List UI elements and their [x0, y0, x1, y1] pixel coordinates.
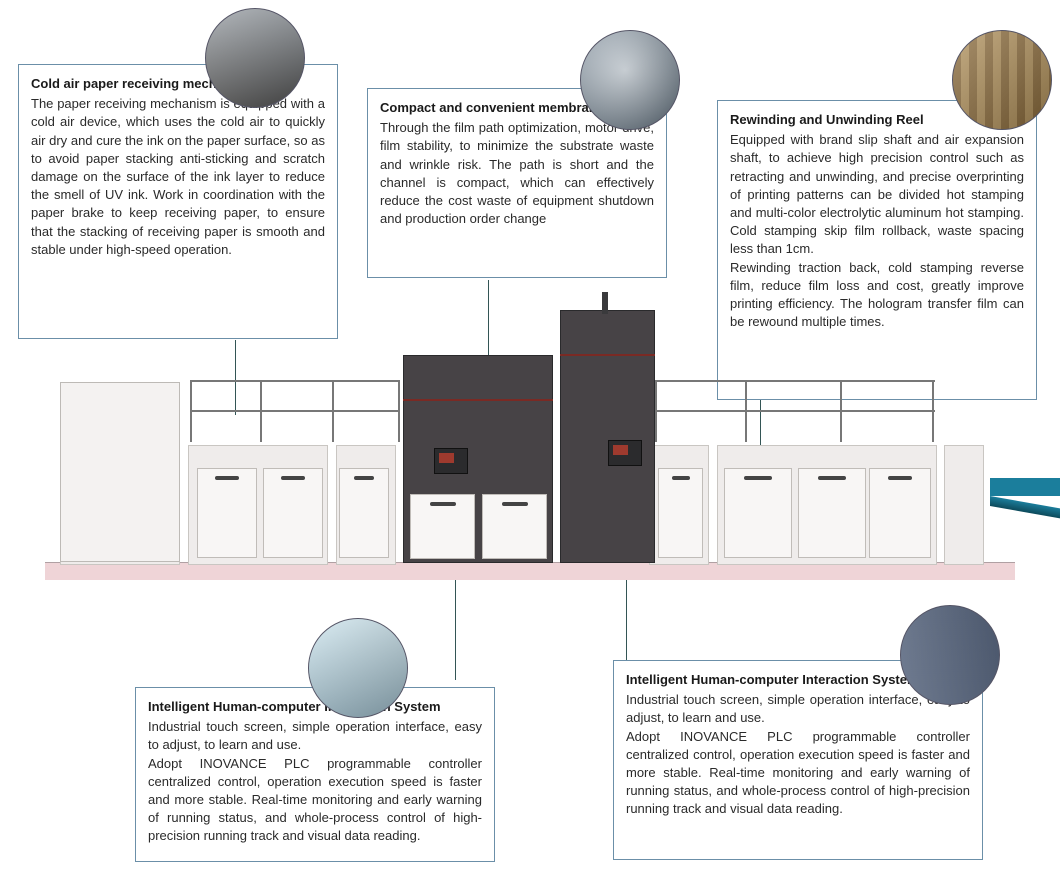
thumb-hmi-left-icon	[308, 618, 408, 718]
callout-body: Industrial touch screen, simple operatio…	[626, 691, 970, 818]
thumb-hmi-right-icon	[900, 605, 1000, 705]
callout-body: Through the film path optimization, moto…	[380, 119, 654, 228]
callout-body: Industrial touch screen, simple operatio…	[148, 718, 482, 845]
thumb-membrane-icon	[580, 30, 680, 130]
callout-rewinding-reel: Rewinding and Unwinding Reel Equipped wi…	[717, 100, 1037, 400]
callout-body: The paper receiving mechanism is equippe…	[31, 95, 325, 259]
thumb-reel-icon	[952, 30, 1052, 130]
thumb-cold-air-icon	[205, 8, 305, 108]
callout-body: Equipped with brand slip shaft and air e…	[730, 131, 1024, 331]
